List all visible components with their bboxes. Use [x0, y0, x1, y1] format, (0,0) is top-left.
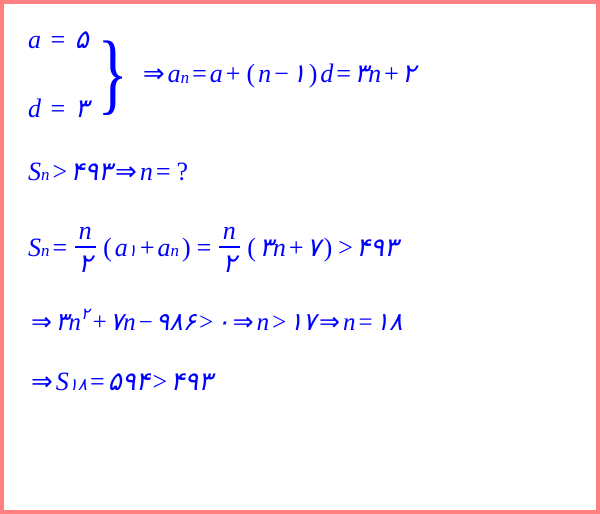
val-3: ۳: [75, 94, 89, 123]
gt: >: [199, 308, 213, 338]
line-4: ⇒ ۳n۲ + ۷n − ۹۸۶ > ۰ ⇒ n > ۱۷ ⇒ n = ۱۸: [28, 308, 572, 338]
var-d: d: [28, 94, 41, 123]
S: S: [28, 232, 41, 263]
eq: =: [156, 156, 171, 187]
rparen: ): [182, 232, 191, 263]
minus: −: [139, 308, 153, 338]
eq: =: [90, 366, 105, 397]
right-brace-icon: }: [97, 29, 127, 119]
lparen: (: [103, 232, 112, 263]
seven: ۷: [307, 232, 321, 263]
gt: >: [338, 232, 353, 263]
eq: =: [51, 94, 66, 123]
n: n: [123, 308, 136, 338]
var-a: a: [28, 25, 41, 54]
seven: ۷: [110, 308, 123, 338]
eq: =: [52, 232, 67, 263]
eq: =: [197, 232, 212, 263]
n: n: [257, 308, 270, 338]
eq: =: [336, 58, 351, 89]
question: ?: [177, 156, 189, 187]
a: a: [158, 232, 171, 263]
plus: +: [384, 58, 399, 89]
numerator: n: [75, 215, 96, 248]
eq: =: [51, 25, 66, 54]
v493: ۴۹۳: [356, 232, 398, 263]
plus: +: [226, 58, 241, 89]
v986: ۹۸۶: [156, 308, 196, 338]
fraction: n ۲: [218, 215, 240, 279]
sub-n: n: [41, 241, 49, 261]
fraction: n ۲: [74, 215, 96, 279]
n: n: [258, 58, 271, 89]
system-brace: a = ۵ d = ۳ }: [28, 24, 140, 124]
n: n: [140, 156, 153, 187]
line-2: Sn > ۴۹۳ ⇒ n =?: [28, 156, 572, 187]
v17: ۱۷: [289, 308, 316, 338]
n: n: [343, 308, 356, 338]
sub-n: n: [171, 241, 179, 261]
v18: ۱۸: [376, 308, 403, 338]
d: d: [320, 58, 333, 89]
rparen: ): [309, 58, 318, 89]
sq: ۲: [81, 305, 90, 325]
two: ۲: [402, 58, 416, 89]
minus: −: [274, 58, 289, 89]
sub-18: ۱۸: [69, 375, 87, 395]
S: S: [28, 156, 41, 187]
arrow: ⇒: [319, 308, 340, 338]
system-left: a = ۵ d = ۳: [28, 24, 89, 124]
plus: +: [140, 232, 155, 263]
gt: >: [52, 156, 67, 187]
eq: =: [192, 58, 207, 89]
sub-1: ۱: [128, 241, 137, 261]
eq-d: d = ۳: [28, 93, 89, 124]
line-1: a = ۵ d = ۳ } ⇒ an = a + (n − ۱)d = ۳n +…: [28, 24, 572, 124]
numerator: n: [219, 215, 240, 248]
a: a: [115, 232, 128, 263]
one: ۱: [292, 58, 306, 89]
gt: >: [272, 308, 286, 338]
eq: =: [359, 308, 373, 338]
a: a: [210, 58, 223, 89]
arrow: ⇒: [31, 308, 52, 338]
line-3: Sn = n ۲ (a۱ + an) = n ۲ (۳n + ۷) > ۴۹۳: [28, 215, 572, 279]
arrow: ⇒: [31, 366, 53, 397]
arrow: ⇒: [115, 156, 137, 187]
lparen: (: [247, 232, 256, 263]
zero: ۰: [216, 308, 229, 338]
S: S: [56, 366, 69, 397]
line-5: ⇒ S۱۸ = ۵۹۴ > ۴۹۳: [28, 366, 572, 397]
lparen: (: [246, 58, 255, 89]
three: ۳: [354, 58, 368, 89]
three: ۳: [55, 308, 68, 338]
plus: +: [289, 232, 304, 263]
gt: >: [153, 366, 168, 397]
v493: ۴۹۳: [170, 366, 212, 397]
val-5: ۵: [75, 25, 89, 54]
v493: ۴۹۳: [70, 156, 112, 187]
n: n: [368, 58, 381, 89]
eq-a: a = ۵: [28, 24, 89, 55]
arrow: ⇒: [143, 58, 165, 89]
sub-n: n: [181, 68, 189, 88]
math-frame: a = ۵ d = ۳ } ⇒ an = a + (n − ۱)d = ۳n +…: [0, 0, 600, 514]
plus: +: [93, 308, 107, 338]
denominator: ۲: [74, 248, 96, 279]
n: n: [68, 308, 81, 338]
n: n: [273, 232, 286, 263]
arrow: ⇒: [233, 308, 254, 338]
rparen: ): [324, 232, 333, 263]
sub-n: n: [41, 165, 49, 185]
three: ۳: [259, 232, 273, 263]
a: a: [168, 58, 181, 89]
v594: ۵۹۴: [108, 366, 150, 397]
denominator: ۲: [218, 248, 240, 279]
